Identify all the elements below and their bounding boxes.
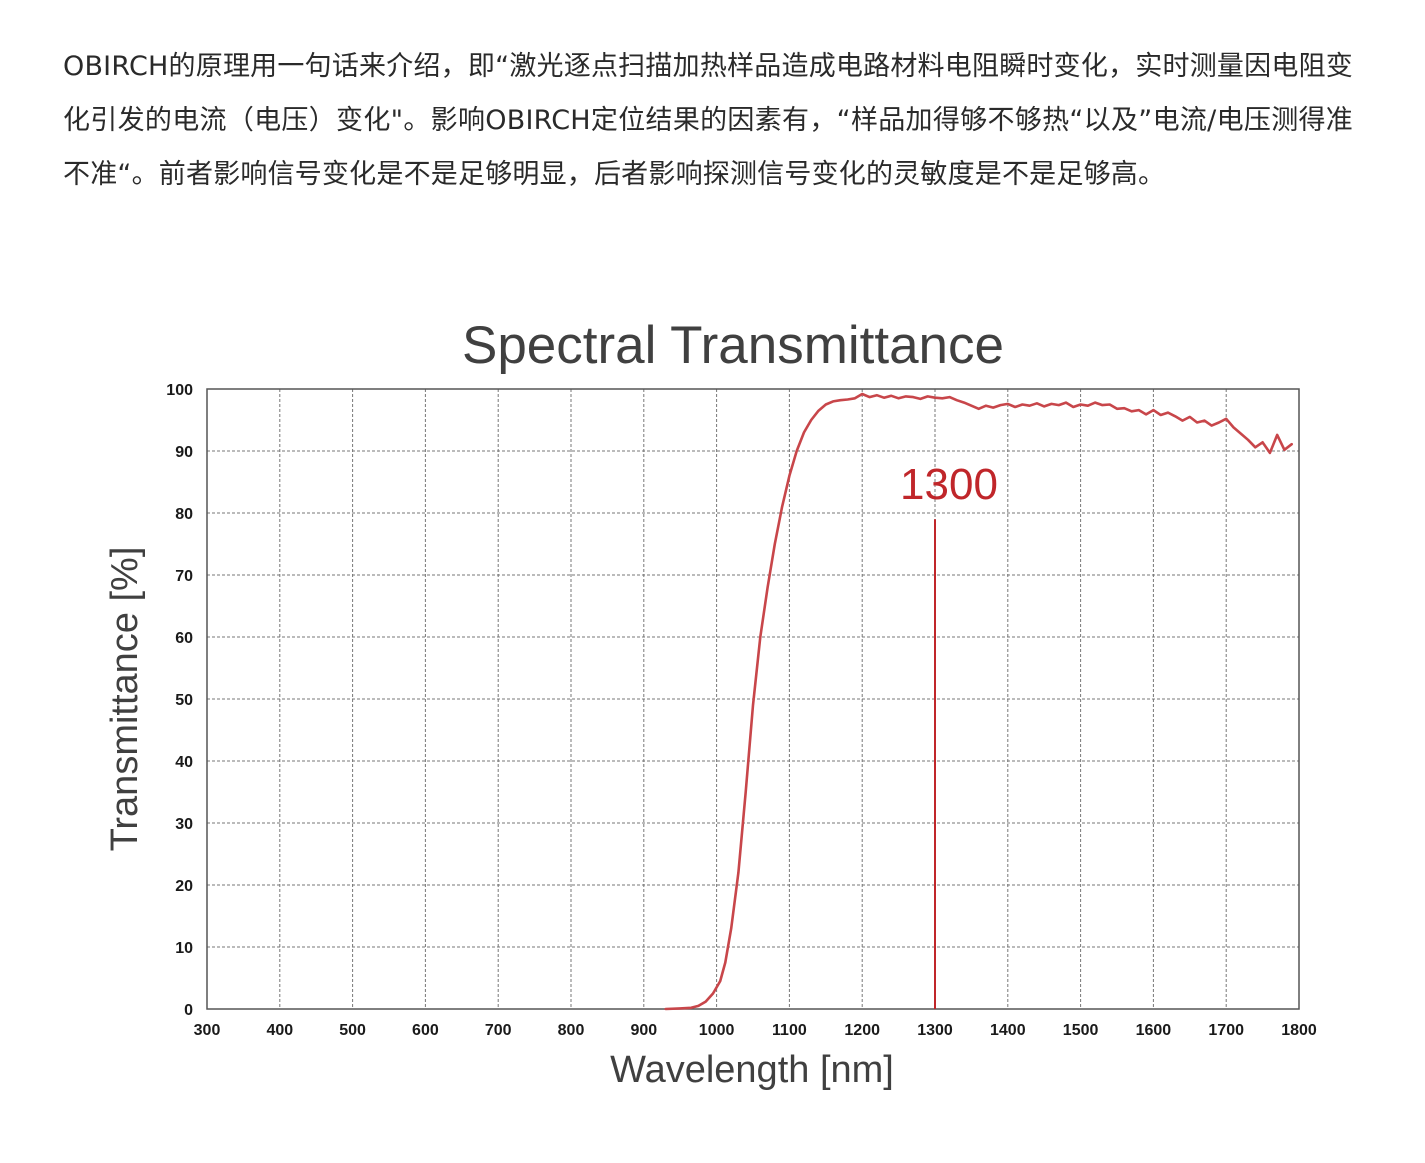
article-body: OBIRCH的原理用一句话来介绍，即“激光逐点扫描加热样品造成电路材料电阻瞬时变… <box>63 40 1353 202</box>
x-tick-300: 300 <box>194 1022 221 1039</box>
transmittance-curve <box>664 392 1293 1011</box>
y-tick-20: 20 <box>175 878 193 895</box>
x-tick-1800: 1800 <box>1281 1022 1317 1039</box>
x-tick-500: 500 <box>339 1022 366 1039</box>
y-tick-40: 40 <box>175 754 193 771</box>
y-tick-30: 30 <box>175 816 193 833</box>
y-tick-50: 50 <box>175 692 193 709</box>
x-axis-label: Wavelength [nm] <box>610 1049 894 1091</box>
x-tick-1600: 1600 <box>1136 1022 1172 1039</box>
x-tick-1300: 1300 <box>917 1022 953 1039</box>
y-tick-70: 70 <box>175 568 193 585</box>
x-tick-600: 600 <box>412 1022 439 1039</box>
y-tick-90: 90 <box>175 444 193 461</box>
x-tick-900: 900 <box>630 1022 657 1039</box>
chart-grid <box>206 388 1300 1010</box>
x-tick-1100: 1100 <box>772 1022 807 1039</box>
intro-paragraph: OBIRCH的原理用一句话来介绍，即“激光逐点扫描加热样品造成电路材料电阻瞬时变… <box>63 51 1353 190</box>
x-tick-1000: 1000 <box>699 1022 735 1039</box>
y-tick-10: 10 <box>175 940 193 957</box>
y-tick-60: 60 <box>175 630 193 647</box>
x-tick-700: 700 <box>485 1022 512 1039</box>
x-tick-1400: 1400 <box>990 1022 1026 1039</box>
x-tick-labels: 300 400 500 600 700 800 900 1000 1100 1200 1300 140… <box>194 1022 1317 1039</box>
y-tick-100: 100 <box>166 382 193 399</box>
y-axis-label: Transmittance [%] <box>104 547 146 852</box>
y-tick-labels: 0 10 20 30 40 50 60 70 80 90 100 <box>166 382 193 1019</box>
x-tick-400: 400 <box>266 1022 293 1039</box>
x-tick-1200: 1200 <box>844 1022 880 1039</box>
y-tick-80: 80 <box>175 506 193 523</box>
chart-title: Spectral Transmittance <box>462 316 1004 375</box>
annotation-label-1300: 1300 <box>900 460 998 509</box>
y-tick-0: 0 <box>184 1002 193 1019</box>
x-tick-1700: 1700 <box>1208 1022 1244 1039</box>
plot-frame <box>206 388 1300 1010</box>
annotation-group: 1300 <box>900 460 998 1009</box>
x-tick-800: 800 <box>558 1022 585 1039</box>
x-tick-1500: 1500 <box>1063 1022 1099 1039</box>
